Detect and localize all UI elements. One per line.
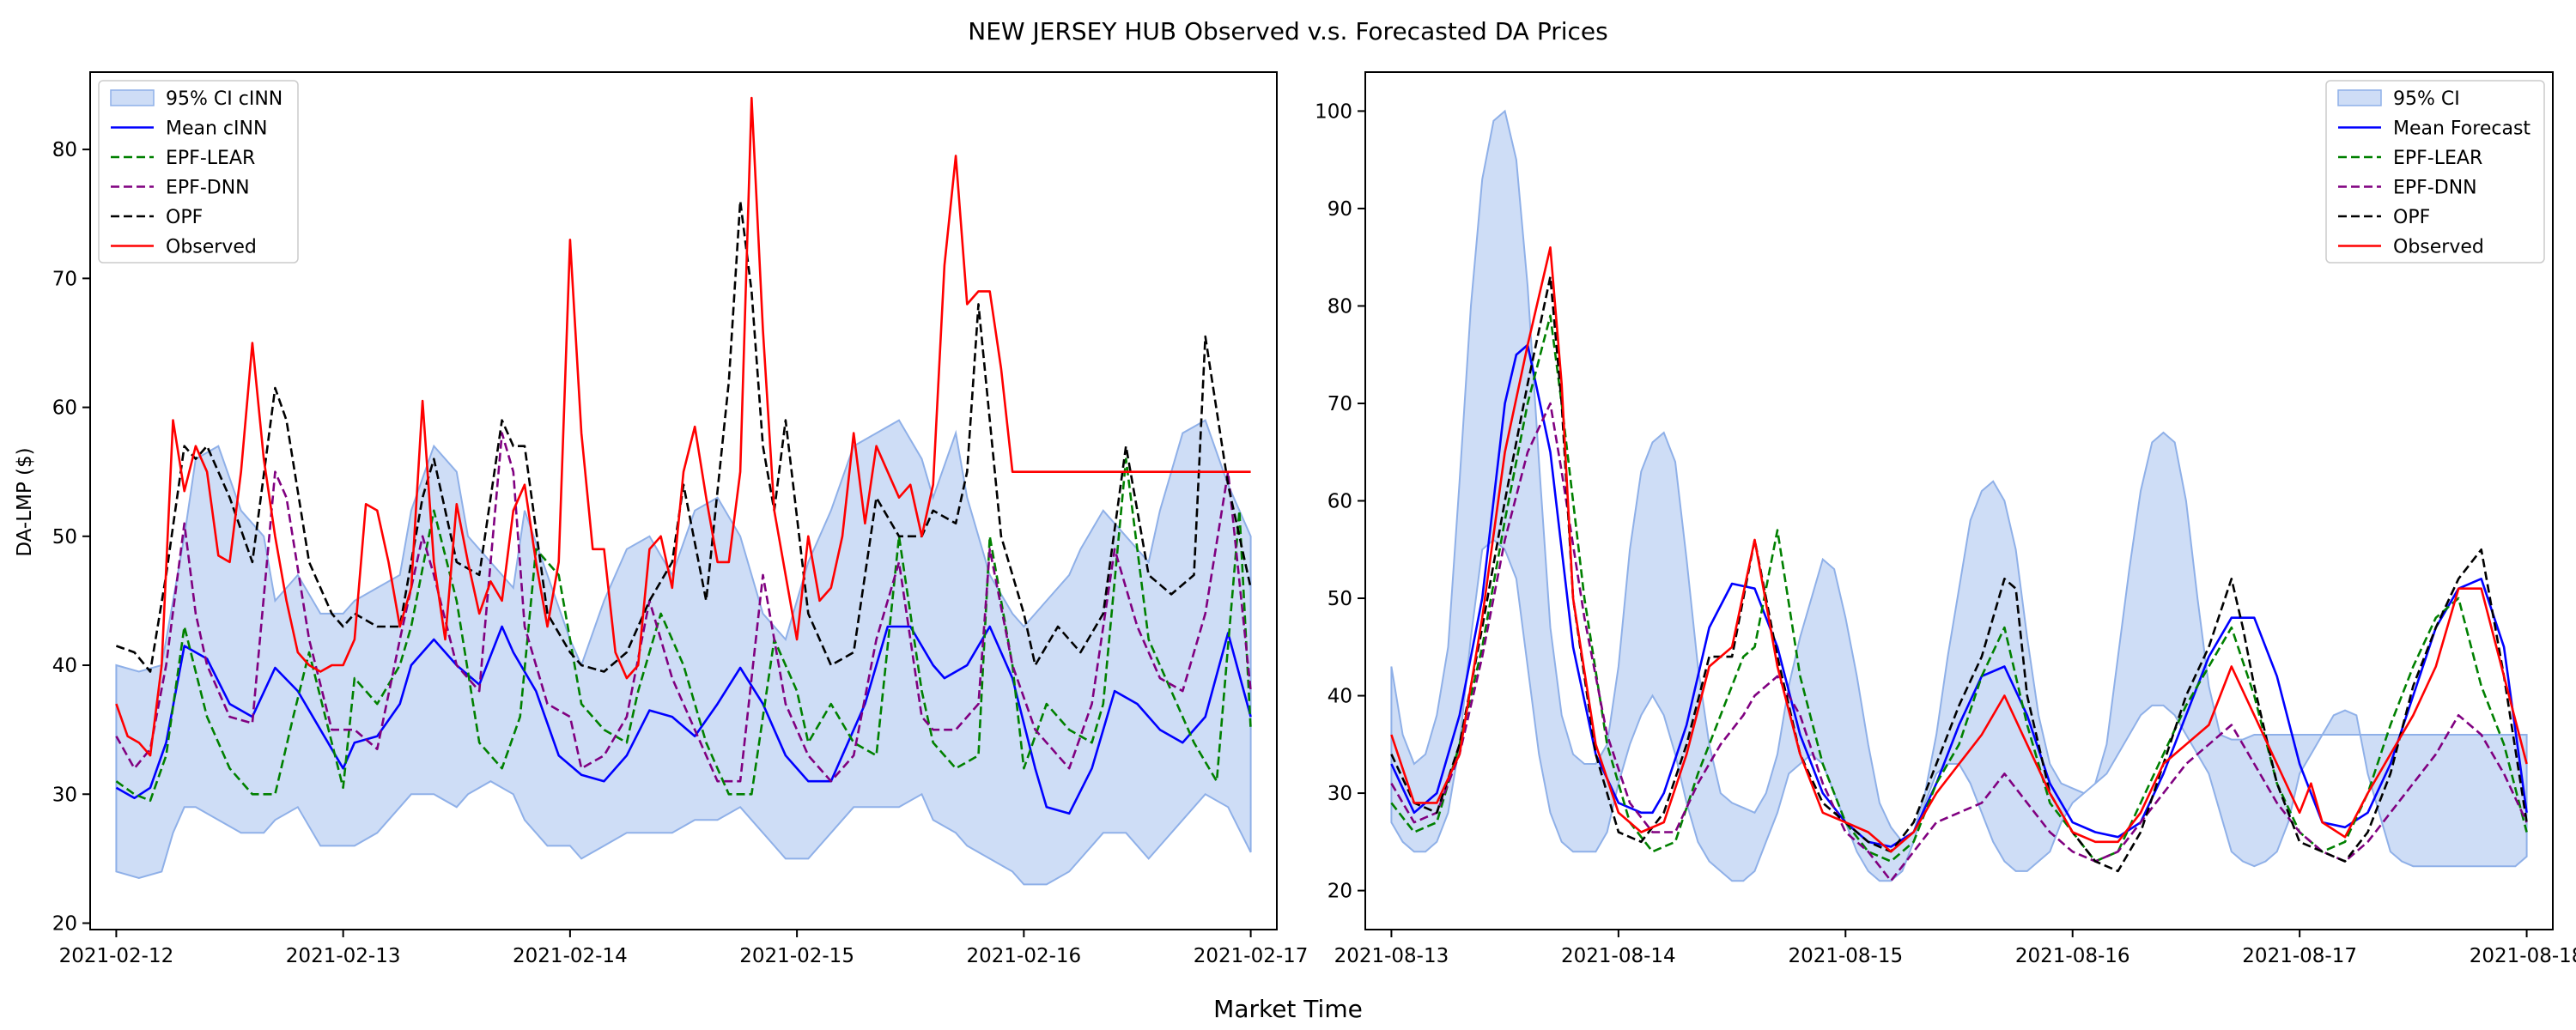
- x-tick-label: 2021-08-18: [2470, 945, 2576, 967]
- plot-area: [1390, 109, 2528, 882]
- x-tick-label: 2021-02-16: [967, 945, 1082, 967]
- legend-label: OPF: [166, 207, 203, 228]
- legend-label: 95% CI cINN: [166, 88, 283, 110]
- left-ylabel: DA-LMP ($): [14, 447, 36, 556]
- y-tick-label: 30: [1327, 783, 1352, 805]
- y-tick-label: 80: [1327, 295, 1352, 318]
- y-tick-label: 60: [52, 397, 77, 420]
- x-tick-label: 2021-02-13: [286, 945, 401, 967]
- y-tick-label: 30: [52, 784, 77, 806]
- series-95-ci-band: [1390, 109, 2528, 882]
- x-tick-label: 2021-08-14: [1561, 945, 1676, 967]
- x-tick-label: 2021-02-17: [1194, 945, 1309, 967]
- series-epf-dnn-line: [1390, 402, 2528, 882]
- series-observed-line: [115, 96, 1251, 757]
- legend: 95% CI Mean Forecast EPF-LEAR EPF-DNN OPF Obs…: [2325, 80, 2545, 264]
- legend-box: [98, 80, 299, 264]
- series-mean-cinn-line: [115, 625, 1252, 815]
- x-tick-label: 2021-08-13: [1334, 945, 1449, 967]
- legend-label: Observed: [2393, 237, 2484, 258]
- y-tick-label: 40: [1327, 686, 1352, 708]
- figure-supxlabel: Market Time: [1213, 995, 1363, 1023]
- y-tick-label: 40: [52, 655, 77, 677]
- y-tick-label: 50: [52, 526, 77, 548]
- x-tick-label: 2021-02-15: [739, 945, 854, 967]
- left-chart: 20 30 40 50 60 70 80 2021-02-12 2021-02-13 2021-0…: [52, 71, 1309, 967]
- figure-suptitle: NEW JERSEY HUB Observed v.s. Forecasted …: [968, 17, 1607, 45]
- series-epf-lear-line: [1390, 314, 2528, 863]
- x-tick-label: 2021-08-17: [2242, 945, 2357, 967]
- legend: 95% CI cINN Mean cINN EPF-LEAR EPF-DNN OPF Ob…: [98, 80, 299, 264]
- y-tick-label: 70: [52, 268, 77, 290]
- axes-frame: [89, 71, 1278, 930]
- legend-label: EPF-DNN: [166, 178, 250, 199]
- legend-label: EPF-DNN: [2393, 178, 2477, 199]
- y-tick-label: 20: [1327, 881, 1352, 903]
- right-chart: 20 30 40 50 60 70 80 90 100 2021-08-13 2021-08-14 2…: [1315, 71, 2576, 967]
- series-epf-lear-line: [115, 457, 1252, 803]
- legend-swatch: [2337, 89, 2382, 106]
- legend-label: EPF-LEAR: [166, 148, 255, 169]
- legend-label: Observed: [166, 237, 257, 258]
- y-tick-label: 60: [1327, 491, 1352, 513]
- legend-swatch: [110, 89, 155, 106]
- legend-label: EPF-LEAR: [2393, 148, 2482, 169]
- series-epf-dnn-line: [115, 432, 1252, 783]
- x-tick-label: 2021-08-16: [2015, 945, 2130, 967]
- legend-label: OPF: [2393, 207, 2430, 228]
- y-tick-label: 20: [52, 912, 77, 935]
- x-tick-label: 2021-02-14: [513, 945, 628, 967]
- series-observed-line: [1390, 245, 2528, 853]
- series-95-ci-cinn-band: [115, 419, 1252, 886]
- legend-label: Mean cINN: [166, 118, 267, 140]
- x-tick-label: 2021-08-15: [1788, 945, 1903, 967]
- x-tick-label: 2021-02-12: [59, 945, 174, 967]
- y-tick-label: 50: [1327, 588, 1352, 610]
- y-tick-label: 70: [1327, 393, 1352, 415]
- legend-label: Mean Forecast: [2393, 118, 2530, 140]
- y-tick-label: 80: [52, 139, 77, 161]
- series-mean-forecast-line: [1390, 343, 2528, 848]
- y-tick-label: 90: [1327, 198, 1352, 221]
- y-tick-label: 100: [1315, 100, 1352, 123]
- plot-area: [115, 96, 1252, 886]
- legend-label: 95% CI: [2393, 88, 2460, 110]
